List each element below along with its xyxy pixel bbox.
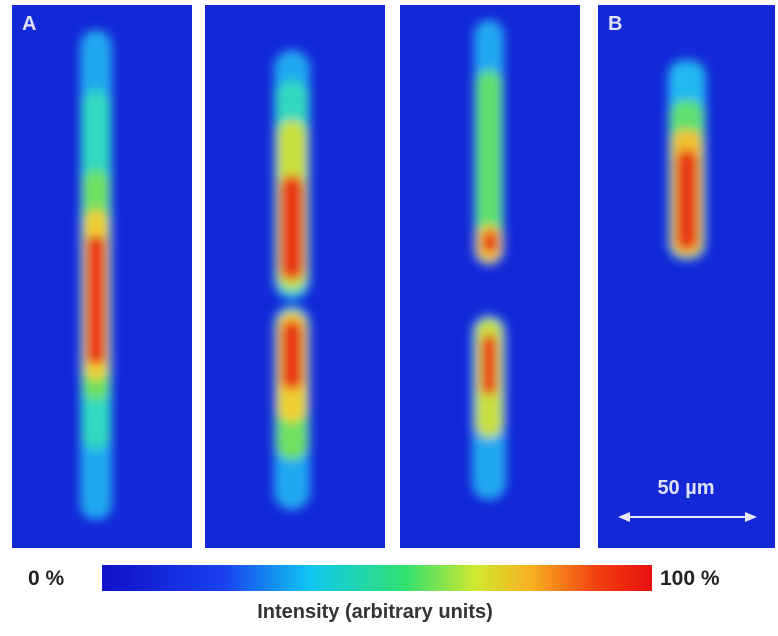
colorbar-max-label: 100 % <box>660 567 720 590</box>
panel-label: B <box>608 13 622 35</box>
colorbar-title: Intensity (arbitrary units) <box>257 601 493 623</box>
scale-bar-label: 50 µm <box>657 477 714 499</box>
panel-4: B 50 µm <box>598 5 775 548</box>
panel-2 <box>205 5 385 548</box>
panel-3 <box>400 5 580 548</box>
colorbar <box>102 565 652 591</box>
colorbar-min-label: 0 % <box>28 567 65 590</box>
panel-label: A <box>22 13 36 35</box>
panel-1: A <box>12 5 192 548</box>
scale-bar <box>618 512 757 522</box>
